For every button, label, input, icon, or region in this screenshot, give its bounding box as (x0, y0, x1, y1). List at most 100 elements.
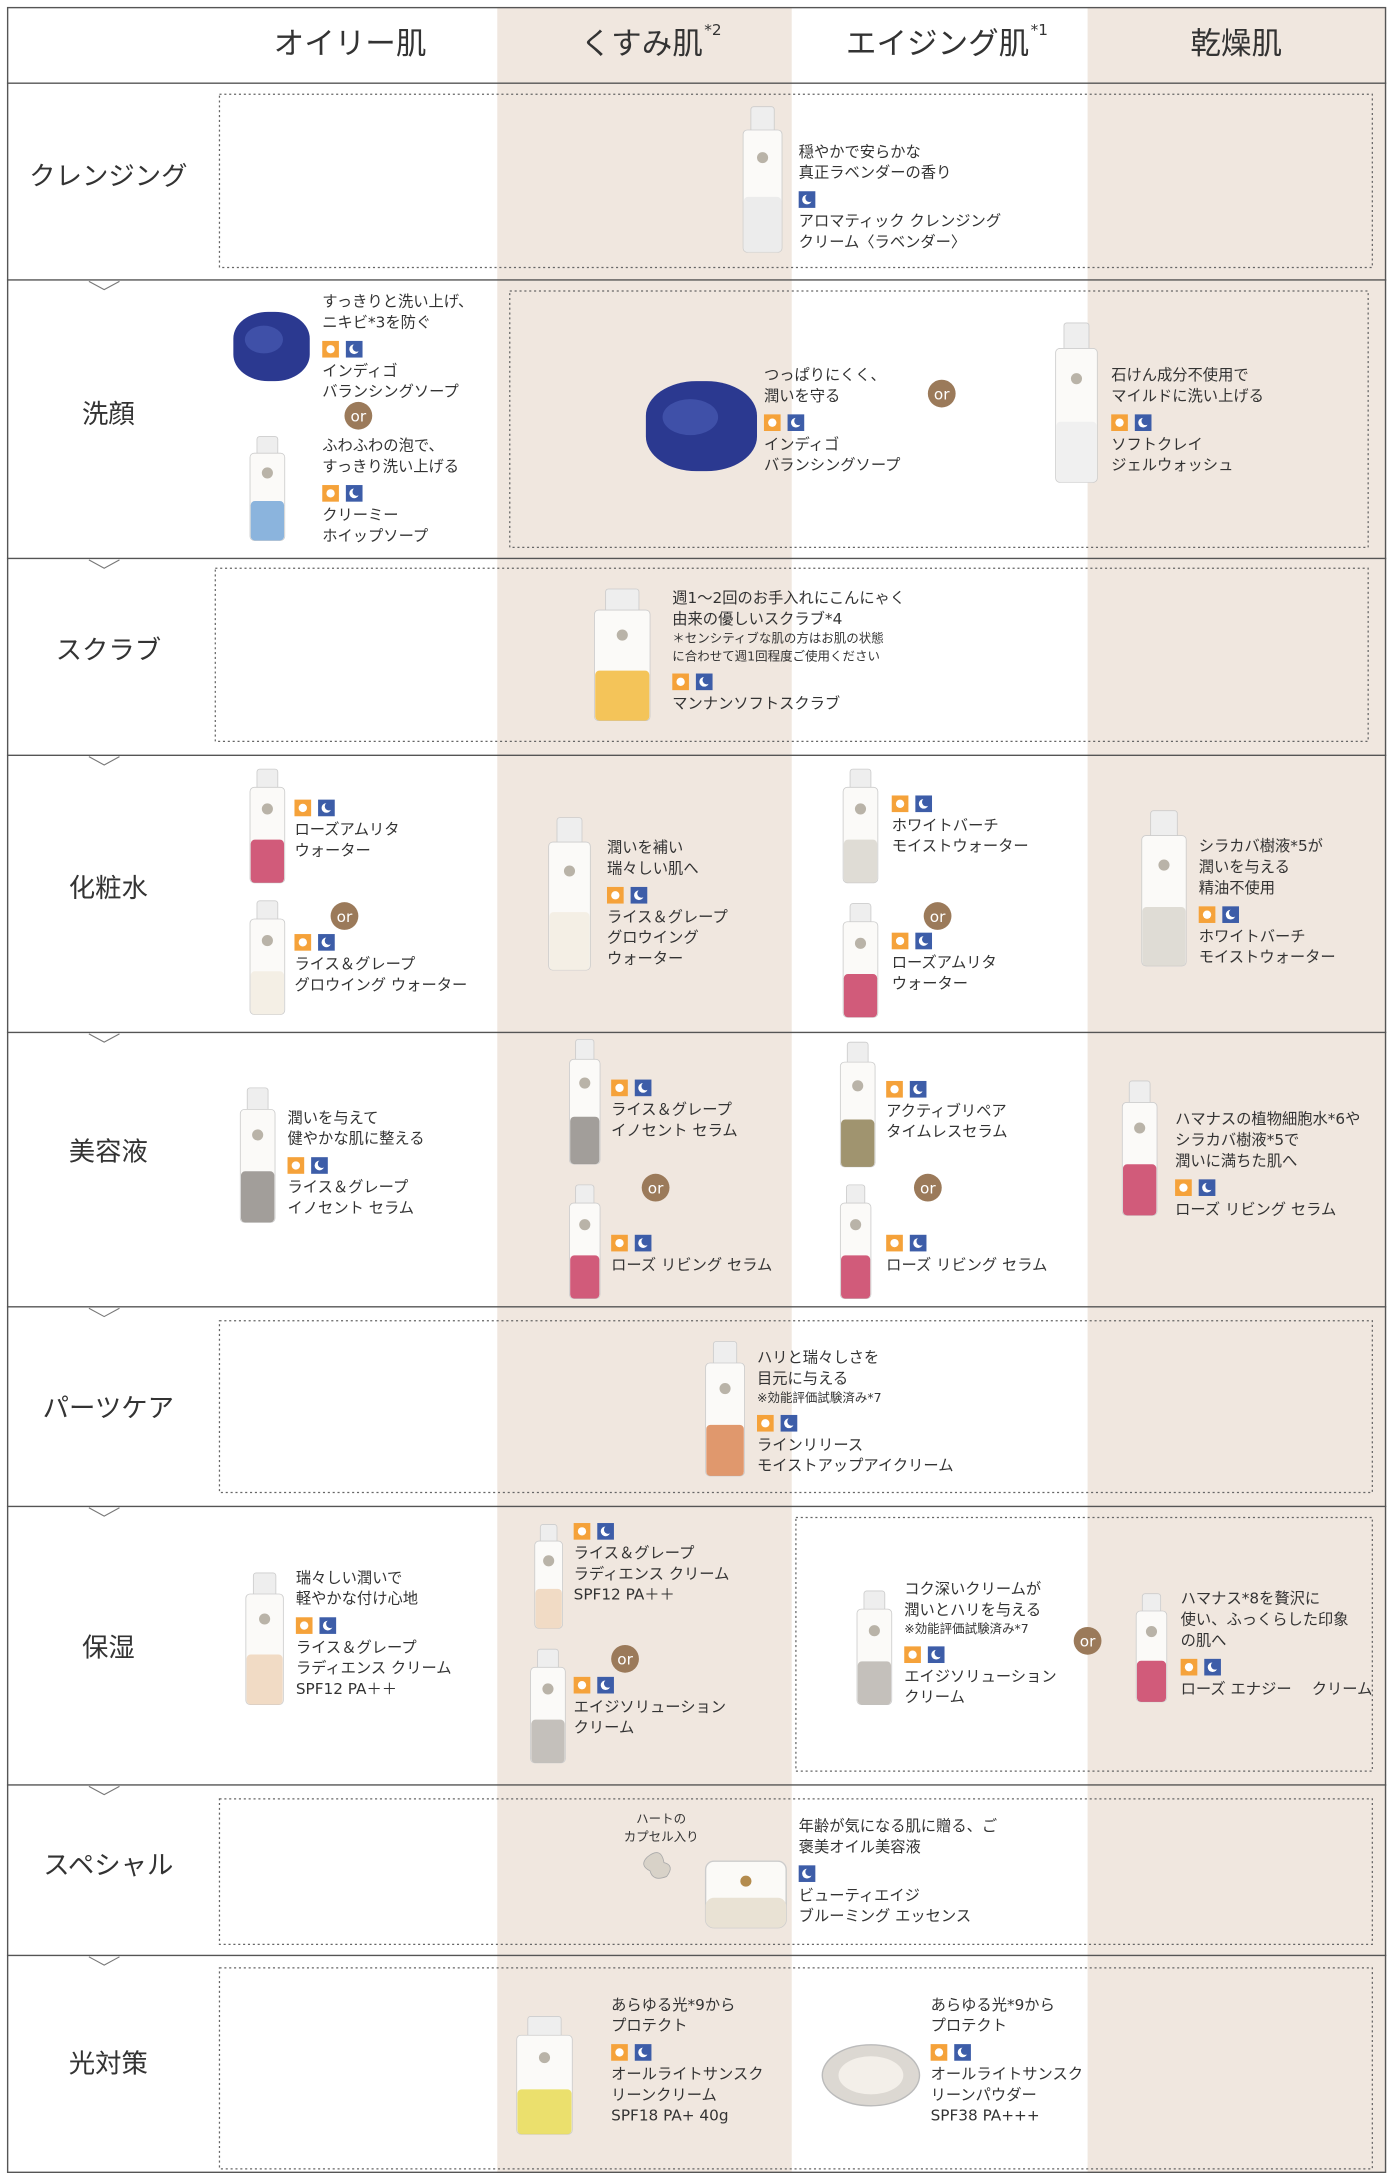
moon-cut (641, 2046, 650, 2055)
group-box (509, 290, 1369, 549)
product-name: マンナンソフトスクラブ (672, 695, 840, 713)
bottle-accent (843, 974, 878, 1018)
bottle-accent (857, 1661, 892, 1705)
product-logo (740, 1875, 752, 1887)
product-logo (616, 629, 628, 641)
product-logo (852, 1080, 864, 1092)
bottle-cap (575, 1184, 595, 1206)
product-description: 年齢が気になる肌に贈る、ご (799, 1817, 997, 1835)
moon-cut (1141, 416, 1150, 426)
or-badge (330, 902, 359, 930)
product-note: に合わせて週1回程度ご使用ください (672, 648, 880, 663)
row-arrow (88, 1307, 120, 1318)
or-label: or (617, 1651, 633, 1669)
bottle-accent (570, 1255, 600, 1299)
or-label: or (934, 385, 950, 403)
sun (934, 2048, 944, 2057)
product-name: ローズ リビング セラム (1175, 1200, 1336, 1218)
bottle-cap (846, 1184, 866, 1206)
sun (298, 803, 307, 813)
product-description: ハリと瑞々しさを (757, 1349, 879, 1367)
product-name: バランシングソープ (764, 456, 900, 474)
sun (895, 799, 905, 808)
bottle-cap (527, 2015, 562, 2039)
product-name: SPF12 PA＋＋ (574, 1586, 675, 1604)
product-name: リーンクリーム (611, 2086, 717, 2104)
caption: カプセル入り (624, 1829, 699, 1844)
row-label: 化粧水 (69, 874, 148, 904)
product-name: ローズアムリタ (892, 954, 997, 972)
product-name: ローズ リビング セラム (611, 1256, 772, 1274)
or-badge (611, 1644, 639, 1673)
product-description: シラカバ樹液*5が (1199, 837, 1323, 855)
jar-highlight (662, 399, 719, 436)
bottle-cap (246, 1087, 269, 1113)
product-name: ジェルウォッシュ (1111, 456, 1233, 474)
product-note: ＊センシティブな肌の方はお肌の状態 (672, 630, 883, 645)
product-name: ビューティエイジ (799, 1886, 920, 1904)
bottle-cap (1128, 1080, 1151, 1106)
bottle-accent (517, 2089, 572, 2135)
moon-cut (794, 416, 803, 426)
row-label: パーツケア (43, 1394, 174, 1424)
product-logo (542, 1683, 554, 1695)
product-logo (259, 1613, 271, 1625)
sun (615, 1238, 624, 1248)
product-logo (1070, 373, 1083, 385)
product-name: クリーム (904, 1688, 965, 1706)
caption: ハートの (636, 1811, 686, 1826)
product-description: 週1～2回のお手入れにこんにゃく (672, 589, 905, 607)
sun (326, 345, 335, 354)
product-description: すっきり洗い上げる (322, 458, 459, 476)
product-description: あらゆる光*9から (931, 1996, 1055, 2014)
product-logo (1145, 1626, 1158, 1638)
group-box (218, 1320, 1373, 1494)
sun (615, 1083, 624, 1093)
bottle-accent (706, 1424, 744, 1476)
row-label: 保湿 (82, 1634, 135, 1664)
sun (1115, 418, 1124, 427)
column-header: 乾燥肌 (1190, 27, 1282, 62)
row-arrow (88, 1507, 120, 1517)
sun (577, 1681, 587, 1690)
product-description: コク深いクリームが (904, 1580, 1041, 1598)
product-name: エイジソリューション (904, 1667, 1056, 1685)
product-description: マイルドに洗い上げる (1111, 387, 1264, 405)
product-name: ライス＆グレープ (611, 1101, 732, 1119)
product-description: ハマナスの植物細胞水*6や (1175, 1110, 1360, 1128)
product-name: ローズ リビング セラム (886, 1256, 1047, 1274)
product-name: ラインリリース (757, 1436, 863, 1454)
or-badge (927, 379, 956, 408)
bottle-accent (841, 1255, 871, 1299)
or-badge (1073, 1626, 1102, 1655)
product-description: 由来の優しいスクラブ*4 (672, 610, 842, 628)
product-logo (261, 467, 273, 479)
column-header: くすみ肌 (581, 27, 703, 62)
product-name: SPF12 PA＋＋ (296, 1680, 397, 1698)
product-description: すっきりと洗い上げ、 (322, 293, 473, 311)
bottle-cap (256, 768, 279, 791)
bottle-cap (863, 1590, 886, 1612)
product-logo (252, 1129, 264, 1141)
or-label: or (648, 1180, 664, 1198)
moon-cut (702, 676, 711, 685)
sun (300, 1621, 309, 1630)
header-footnote: *1 (1031, 21, 1048, 39)
bottle-cap (605, 588, 640, 614)
capsule-icon (643, 1852, 671, 1879)
moon-cut (805, 1867, 814, 1877)
or-label: or (930, 908, 946, 926)
product-description: ふわふわの泡で、 (322, 437, 444, 455)
product-description: 穏やかで安らかな (799, 143, 921, 161)
bottle-cap (849, 903, 872, 925)
moon-cut (916, 1083, 925, 1092)
sun (676, 677, 685, 686)
sun (1202, 910, 1212, 919)
product-name: ローズ エナジー クリーム (1181, 1680, 1373, 1698)
jar-highlight (244, 325, 284, 354)
row-label: クレンジング (29, 162, 187, 192)
product-logo (538, 2052, 551, 2064)
product-description: 潤いを与える (1199, 858, 1290, 876)
bottle-cap (252, 1572, 277, 1598)
